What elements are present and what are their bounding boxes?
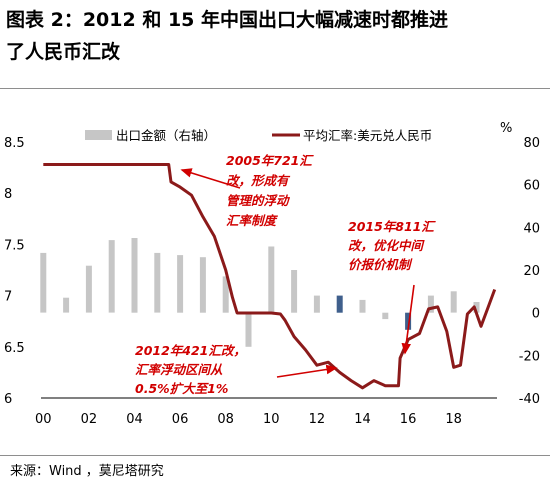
export-bar-2015	[382, 312, 389, 320]
export-bar-2005	[154, 252, 161, 313]
left-tick-label: 6.5	[4, 341, 25, 356]
right-tick-label: 60	[523, 179, 540, 194]
annotation-3-line: 价报价机制	[348, 257, 413, 272]
right-tick-label: 80	[523, 136, 540, 151]
export-bar-2017	[427, 295, 434, 313]
left-tick-label: 6	[4, 392, 12, 407]
annotation-2-line: 0.5%扩大至1%	[135, 381, 228, 396]
export-bar-2010	[268, 246, 275, 313]
chart-legend: 出口金额（右轴） 平均汇率:美元兑人民币	[85, 128, 432, 143]
figure-title: 图表 2：2012 和 15 年中国出口大幅减速时都推进 了人民币汇改	[6, 4, 546, 68]
export-bar-2009	[245, 312, 252, 347]
annotation-1-line: 汇率制度	[226, 213, 279, 228]
export-bar-2011	[291, 270, 298, 313]
annotation-1: 2005年721汇改，形成有管理的浮动汇率制度	[226, 153, 314, 228]
legend-bar-swatch	[85, 130, 112, 140]
annotation-3-arrow	[401, 284, 415, 355]
figure-title-line2: 了人民币汇改	[6, 41, 121, 63]
x-tick-label: 02	[81, 412, 98, 427]
left-tick-label: 7.5	[4, 238, 25, 253]
annotation-1-line: 管理的浮动	[226, 193, 291, 208]
annotation-1-line: 2005年721汇	[226, 153, 314, 168]
x-tick-label: 08	[217, 412, 234, 427]
annotation-3-line: 改，优化中间	[348, 238, 426, 253]
annotation-3: 2015年811汇改，优化中间价报价机制	[348, 219, 436, 272]
export-bar-2001	[63, 297, 70, 313]
legend-rate-label: 平均汇率:美元兑人民币	[303, 128, 432, 143]
x-tick-label: 14	[354, 412, 371, 427]
export-bar-2012	[313, 295, 320, 313]
legend-exports-label: 出口金额（右轴）	[116, 128, 216, 143]
export-bars	[40, 238, 480, 347]
x-tick-label: 16	[400, 412, 417, 427]
annotation-2: 2012年421汇改， 汇率浮动区间从 0.5%扩大至1%	[135, 343, 246, 396]
annotation-2-arrow	[276, 364, 338, 378]
right-tick-label: 20	[523, 264, 540, 279]
annotation-2-line: 2012年421汇改，	[135, 343, 246, 358]
annotation-1-arrow	[180, 168, 241, 189]
title-separator	[0, 88, 550, 89]
x-tick-label: 00	[35, 412, 52, 427]
annotation-1-line: 改，形成有	[226, 173, 291, 188]
export-bar-2008	[222, 276, 229, 313]
export-bar-2016	[405, 312, 412, 330]
left-tick-label: 8.5	[4, 136, 25, 151]
export-bar-2007	[199, 257, 206, 313]
chart-axes: 6 6.5 7 7.5 8 8.5 -40 -20 0 20 40 60 80% 00 02 04 06 08 10…	[4, 121, 540, 427]
right-tick-label: -20	[519, 349, 540, 364]
left-tick-label: 7	[4, 290, 12, 305]
x-tick-label: 12	[309, 412, 326, 427]
figure-title-line1: 图表 2：2012 和 15 年中国出口大幅减速时都推进	[6, 9, 449, 31]
export-bar-2013	[336, 295, 343, 313]
source-separator	[0, 455, 550, 456]
export-bar-2002	[85, 265, 92, 313]
export-bar-2006	[177, 255, 184, 313]
export-bar-2019	[473, 302, 480, 313]
export-bar-2018	[450, 291, 457, 313]
x-tick-label: 10	[263, 412, 280, 427]
export-bar-2000	[40, 252, 47, 313]
right-axis-unit: %	[500, 121, 512, 136]
x-tick-label: 06	[172, 412, 189, 427]
export-bar-2004	[131, 238, 138, 313]
right-tick-label: -40	[519, 392, 540, 407]
export-bar-2014	[359, 299, 366, 313]
annotation-2-line: 汇率浮动区间从	[135, 362, 223, 377]
x-tick-label: 18	[445, 412, 462, 427]
export-bar-2003	[108, 240, 115, 313]
x-tick-label: 04	[126, 412, 143, 427]
figure-source: 来源：Wind ，莫尼塔研究	[10, 464, 164, 479]
chart-annotations: 2005年721汇改，形成有管理的浮动汇率制度 2012年421汇改， 汇率浮动区间…	[135, 153, 436, 396]
right-tick-label: 40	[523, 221, 540, 236]
right-tick-label: 0	[532, 307, 540, 322]
annotation-3-line: 2015年811汇	[348, 219, 436, 234]
left-tick-label: 8	[4, 187, 12, 202]
